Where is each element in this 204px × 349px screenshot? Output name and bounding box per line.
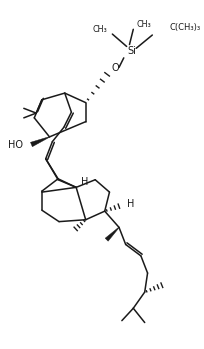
Text: HO: HO [8,140,23,149]
Text: C(CH₃)₃: C(CH₃)₃ [169,23,200,32]
Polygon shape [30,136,49,147]
Text: Si: Si [126,46,135,56]
Text: H: H [126,199,133,209]
Text: CH₃: CH₃ [92,25,107,34]
Text: H: H [81,177,88,187]
Text: O: O [111,63,119,73]
Text: CH₃: CH₃ [135,20,150,29]
Polygon shape [105,227,119,241]
